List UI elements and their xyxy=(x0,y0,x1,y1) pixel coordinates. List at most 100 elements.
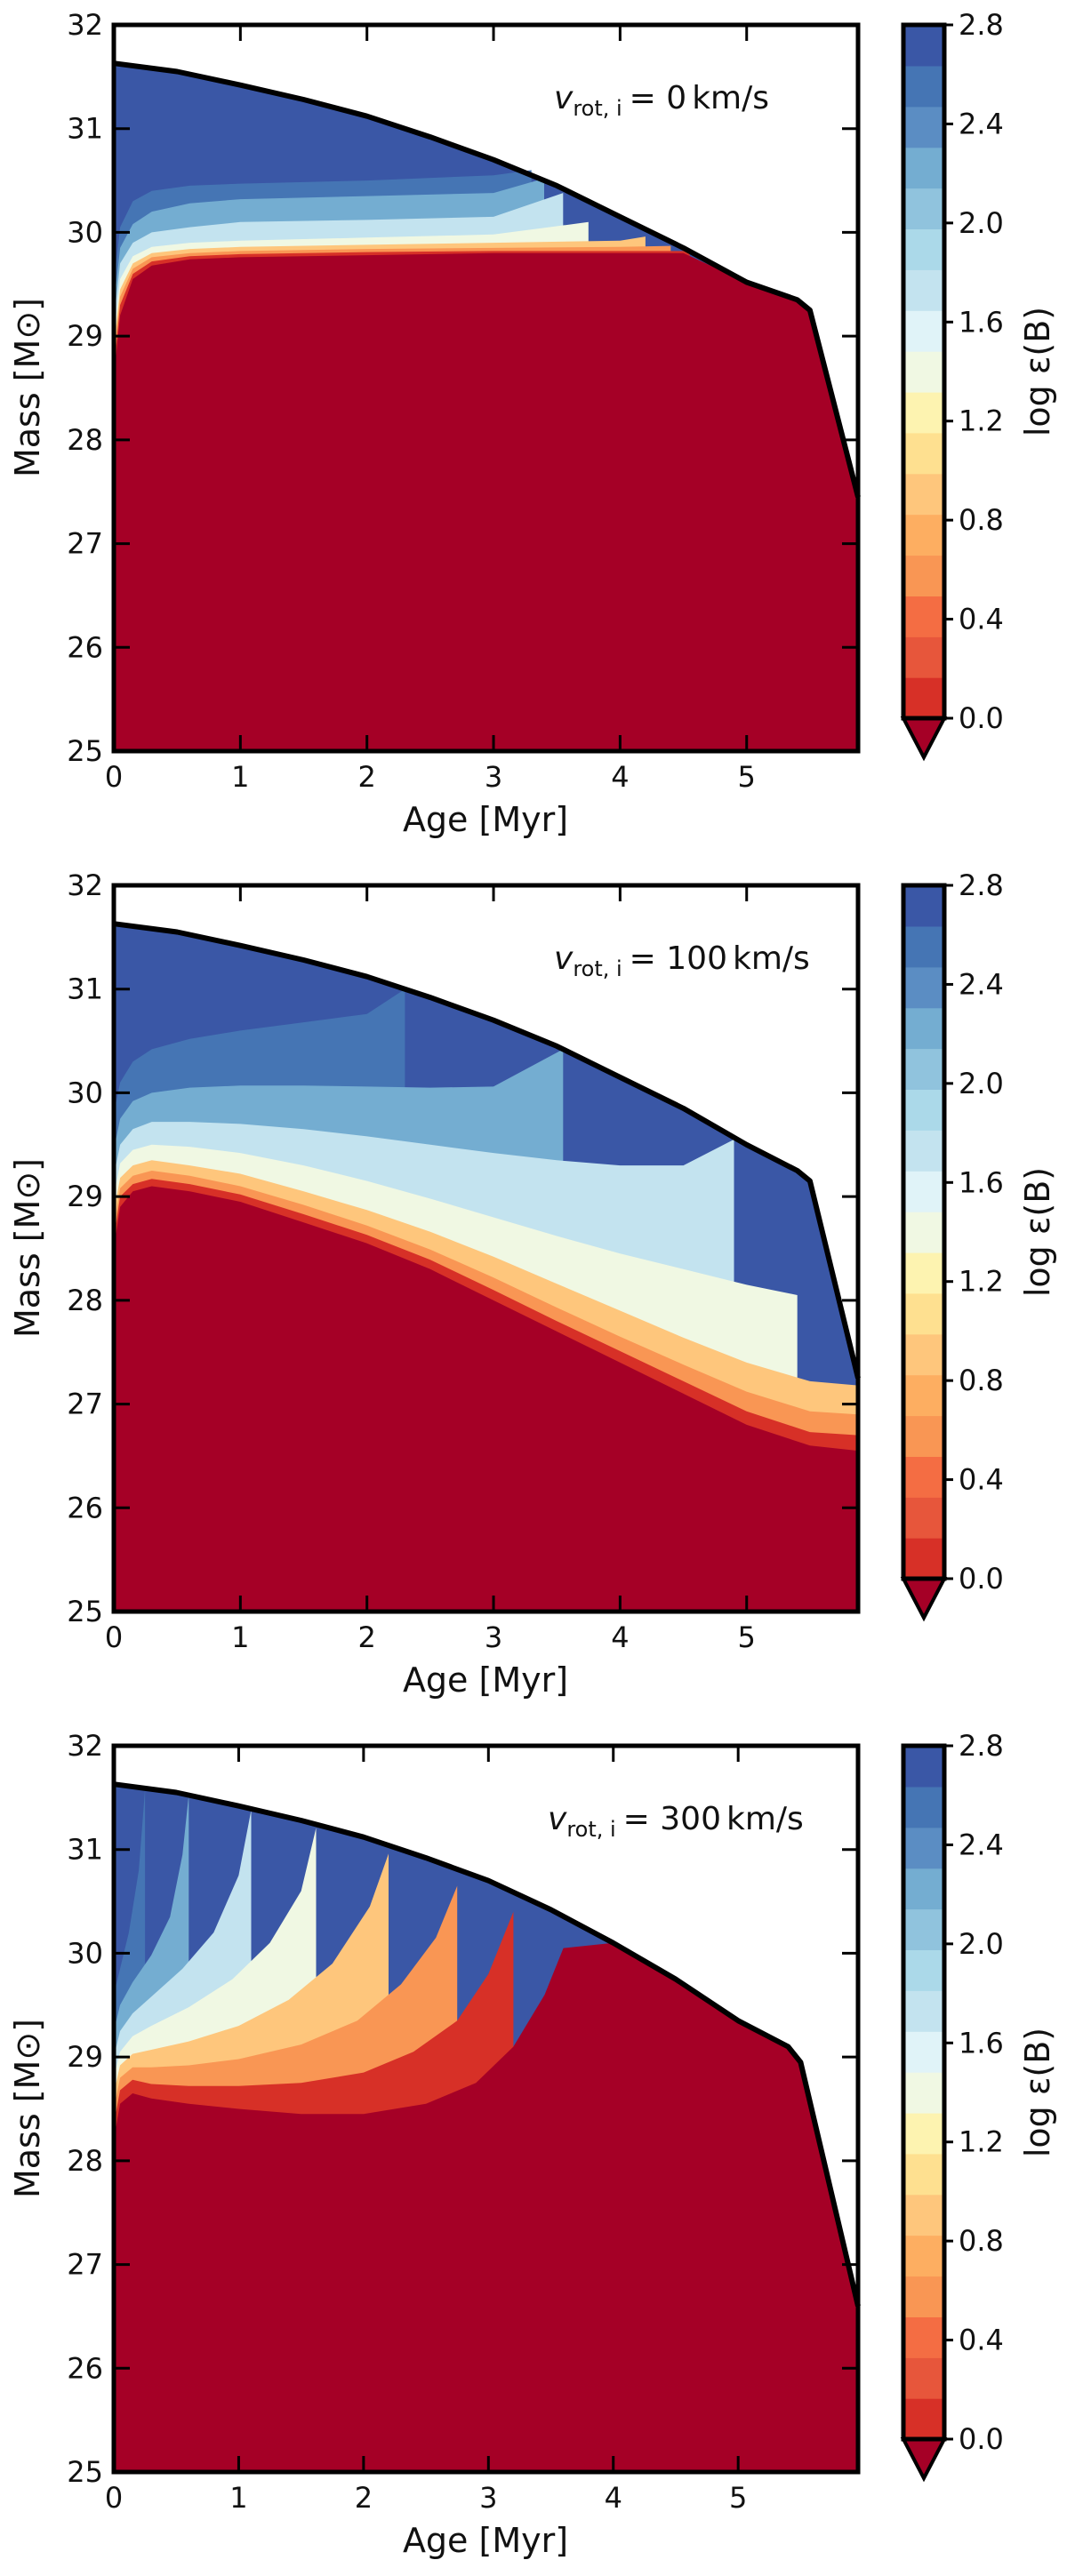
colorbar-tick-label: 1.6 xyxy=(959,1165,1004,1199)
colorbar-segment xyxy=(903,106,944,148)
colorbar-segments xyxy=(903,25,944,719)
y-tick-label: 28 xyxy=(67,2144,103,2178)
colorbar-segment xyxy=(903,966,944,1009)
y-tick-label: 25 xyxy=(67,1595,103,1628)
x-tick-label: 3 xyxy=(485,1620,502,1654)
x-tick-label: 3 xyxy=(485,760,502,794)
x-tick-label: 5 xyxy=(738,760,756,794)
colorbar-tick-label: 0.8 xyxy=(959,1364,1004,1397)
x-tick-label: 1 xyxy=(229,2481,247,2515)
y-tick-label: 26 xyxy=(67,2351,103,2385)
colorbar-tick-label: 2.4 xyxy=(959,967,1004,1001)
y-axis-label: Mass [M⊙] xyxy=(8,1158,47,1338)
colorbar-tick-label: 2.8 xyxy=(959,8,1004,42)
plot-frame xyxy=(111,883,861,1614)
annotation-value: 0 xyxy=(666,80,686,116)
colorbar-segment xyxy=(903,1786,944,1828)
colorbar-tick-label: 1.2 xyxy=(959,2125,1004,2159)
colorbar-frame xyxy=(901,883,947,1581)
colorbar-extend-triangle xyxy=(900,1577,948,1622)
colorbar-segment xyxy=(903,2357,944,2399)
y-tick-label: 32 xyxy=(67,8,103,42)
colorbar-segment xyxy=(903,1908,944,1950)
y-tick-label: 27 xyxy=(67,527,103,561)
x-tick-label: 4 xyxy=(611,760,629,794)
colorbar-segment xyxy=(903,269,944,311)
annotation-subscript: rot, i xyxy=(573,96,622,121)
colorbar-segment xyxy=(903,228,944,270)
colorbar-segment xyxy=(903,1171,944,1212)
contour-fill xyxy=(114,1784,858,2472)
plot-frame xyxy=(111,1743,861,2475)
colorbar-tick-label: 1.2 xyxy=(959,404,1004,438)
colorbar-tick-label: 2.8 xyxy=(959,1729,1004,1763)
colorbar-segment xyxy=(903,1252,944,1294)
colorbar-tick-label: 0.4 xyxy=(959,603,1004,636)
colorbar-segment xyxy=(903,885,944,927)
annotation-unit: km/s xyxy=(733,940,810,977)
colorbar-segment xyxy=(903,2235,944,2277)
colorbar-segment xyxy=(903,1538,944,1580)
x-tick-label: 2 xyxy=(358,760,376,794)
y-tick-label: 30 xyxy=(67,1936,103,1970)
annotation-symbol: v xyxy=(554,940,574,977)
colorbar-segment xyxy=(903,1333,944,1376)
core-region xyxy=(114,252,858,751)
colorbar-segment xyxy=(903,1089,944,1131)
rotation-annotation: vrot, i = 300 km/s xyxy=(548,1801,804,1842)
x-axis-label: Age [Myr] xyxy=(403,800,568,839)
colorbar-segment xyxy=(903,147,944,189)
x-tick-label: 0 xyxy=(105,2481,123,2515)
annotation-unit: km/s xyxy=(692,80,769,116)
colorbar-segment xyxy=(903,1415,944,1457)
colorbar-segment xyxy=(903,555,944,596)
colorbar-tick-label: 2.4 xyxy=(959,107,1004,140)
colorbar-segment xyxy=(903,2072,944,2114)
colorbar-segment xyxy=(903,1949,944,1991)
colorbar: 0.0 0.4 0.8 1.2 1.6 2.0 2.4 2.8 log ε(B) xyxy=(900,1729,1057,2483)
y-tick-label: 28 xyxy=(67,423,103,457)
annotation-equals: = xyxy=(630,940,667,977)
y-tick-label: 29 xyxy=(67,2040,103,2074)
colorbar-extend-triangle xyxy=(900,2437,948,2483)
y-tick-label: 27 xyxy=(67,1388,103,1421)
x-axis-label: Age [Myr] xyxy=(403,1660,568,1700)
colorbar-segment xyxy=(903,2276,944,2317)
colorbar-extend-triangle xyxy=(900,716,948,762)
axes-ticks: 0 1 2 3 4 5 25 26 27 28 29 30 31 32 xyxy=(67,868,858,1654)
colorbar-ticks: 0.0 0.4 0.8 1.2 1.6 2.0 2.4 2.8 xyxy=(944,868,1004,1596)
y-tick-label: 27 xyxy=(67,2248,103,2282)
colorbar-tick-label: 2.8 xyxy=(959,868,1004,902)
colorbar-tick-label: 0.8 xyxy=(959,2224,1004,2258)
colorbar-segment xyxy=(903,1456,944,1498)
x-tick-label: 1 xyxy=(231,760,249,794)
colorbar-tick-label: 1.6 xyxy=(959,305,1004,339)
core-region xyxy=(114,1942,858,2472)
colorbar-segment xyxy=(903,1827,944,1869)
colorbar-ticks: 0.0 0.4 0.8 1.2 1.6 2.0 2.4 2.8 xyxy=(944,8,1004,735)
colorbar-segment xyxy=(903,596,944,637)
axes-ticks: 0 1 2 3 4 5 25 26 27 28 29 30 31 32 xyxy=(67,1729,858,2515)
x-axis-label: Age [Myr] xyxy=(403,2521,568,2560)
colorbar-segments xyxy=(903,1746,944,2440)
colorbar-segment xyxy=(903,1746,944,1788)
annotation-equals: = xyxy=(623,1801,661,1837)
colorbar-segment xyxy=(903,636,944,678)
colorbar-segment xyxy=(903,677,944,719)
y-tick-label: 25 xyxy=(67,734,103,768)
colorbar-segment xyxy=(903,1048,944,1090)
colorbar-tick-label: 2.4 xyxy=(959,1828,1004,1861)
colorbar-tick-label: 1.2 xyxy=(959,1265,1004,1299)
annotation-subscript: rot, i xyxy=(566,1817,615,1842)
annotation-value: 300 xyxy=(660,1801,721,1837)
colorbar-segment xyxy=(903,432,944,475)
y-tick-label: 30 xyxy=(67,215,103,249)
colorbar-tick-label: 0.4 xyxy=(959,1463,1004,1497)
annotation-symbol: v xyxy=(554,80,574,116)
x-tick-label: 2 xyxy=(358,1620,376,1654)
x-tick-label: 4 xyxy=(611,1620,629,1654)
stellar-surface-boundary xyxy=(113,1781,861,2307)
